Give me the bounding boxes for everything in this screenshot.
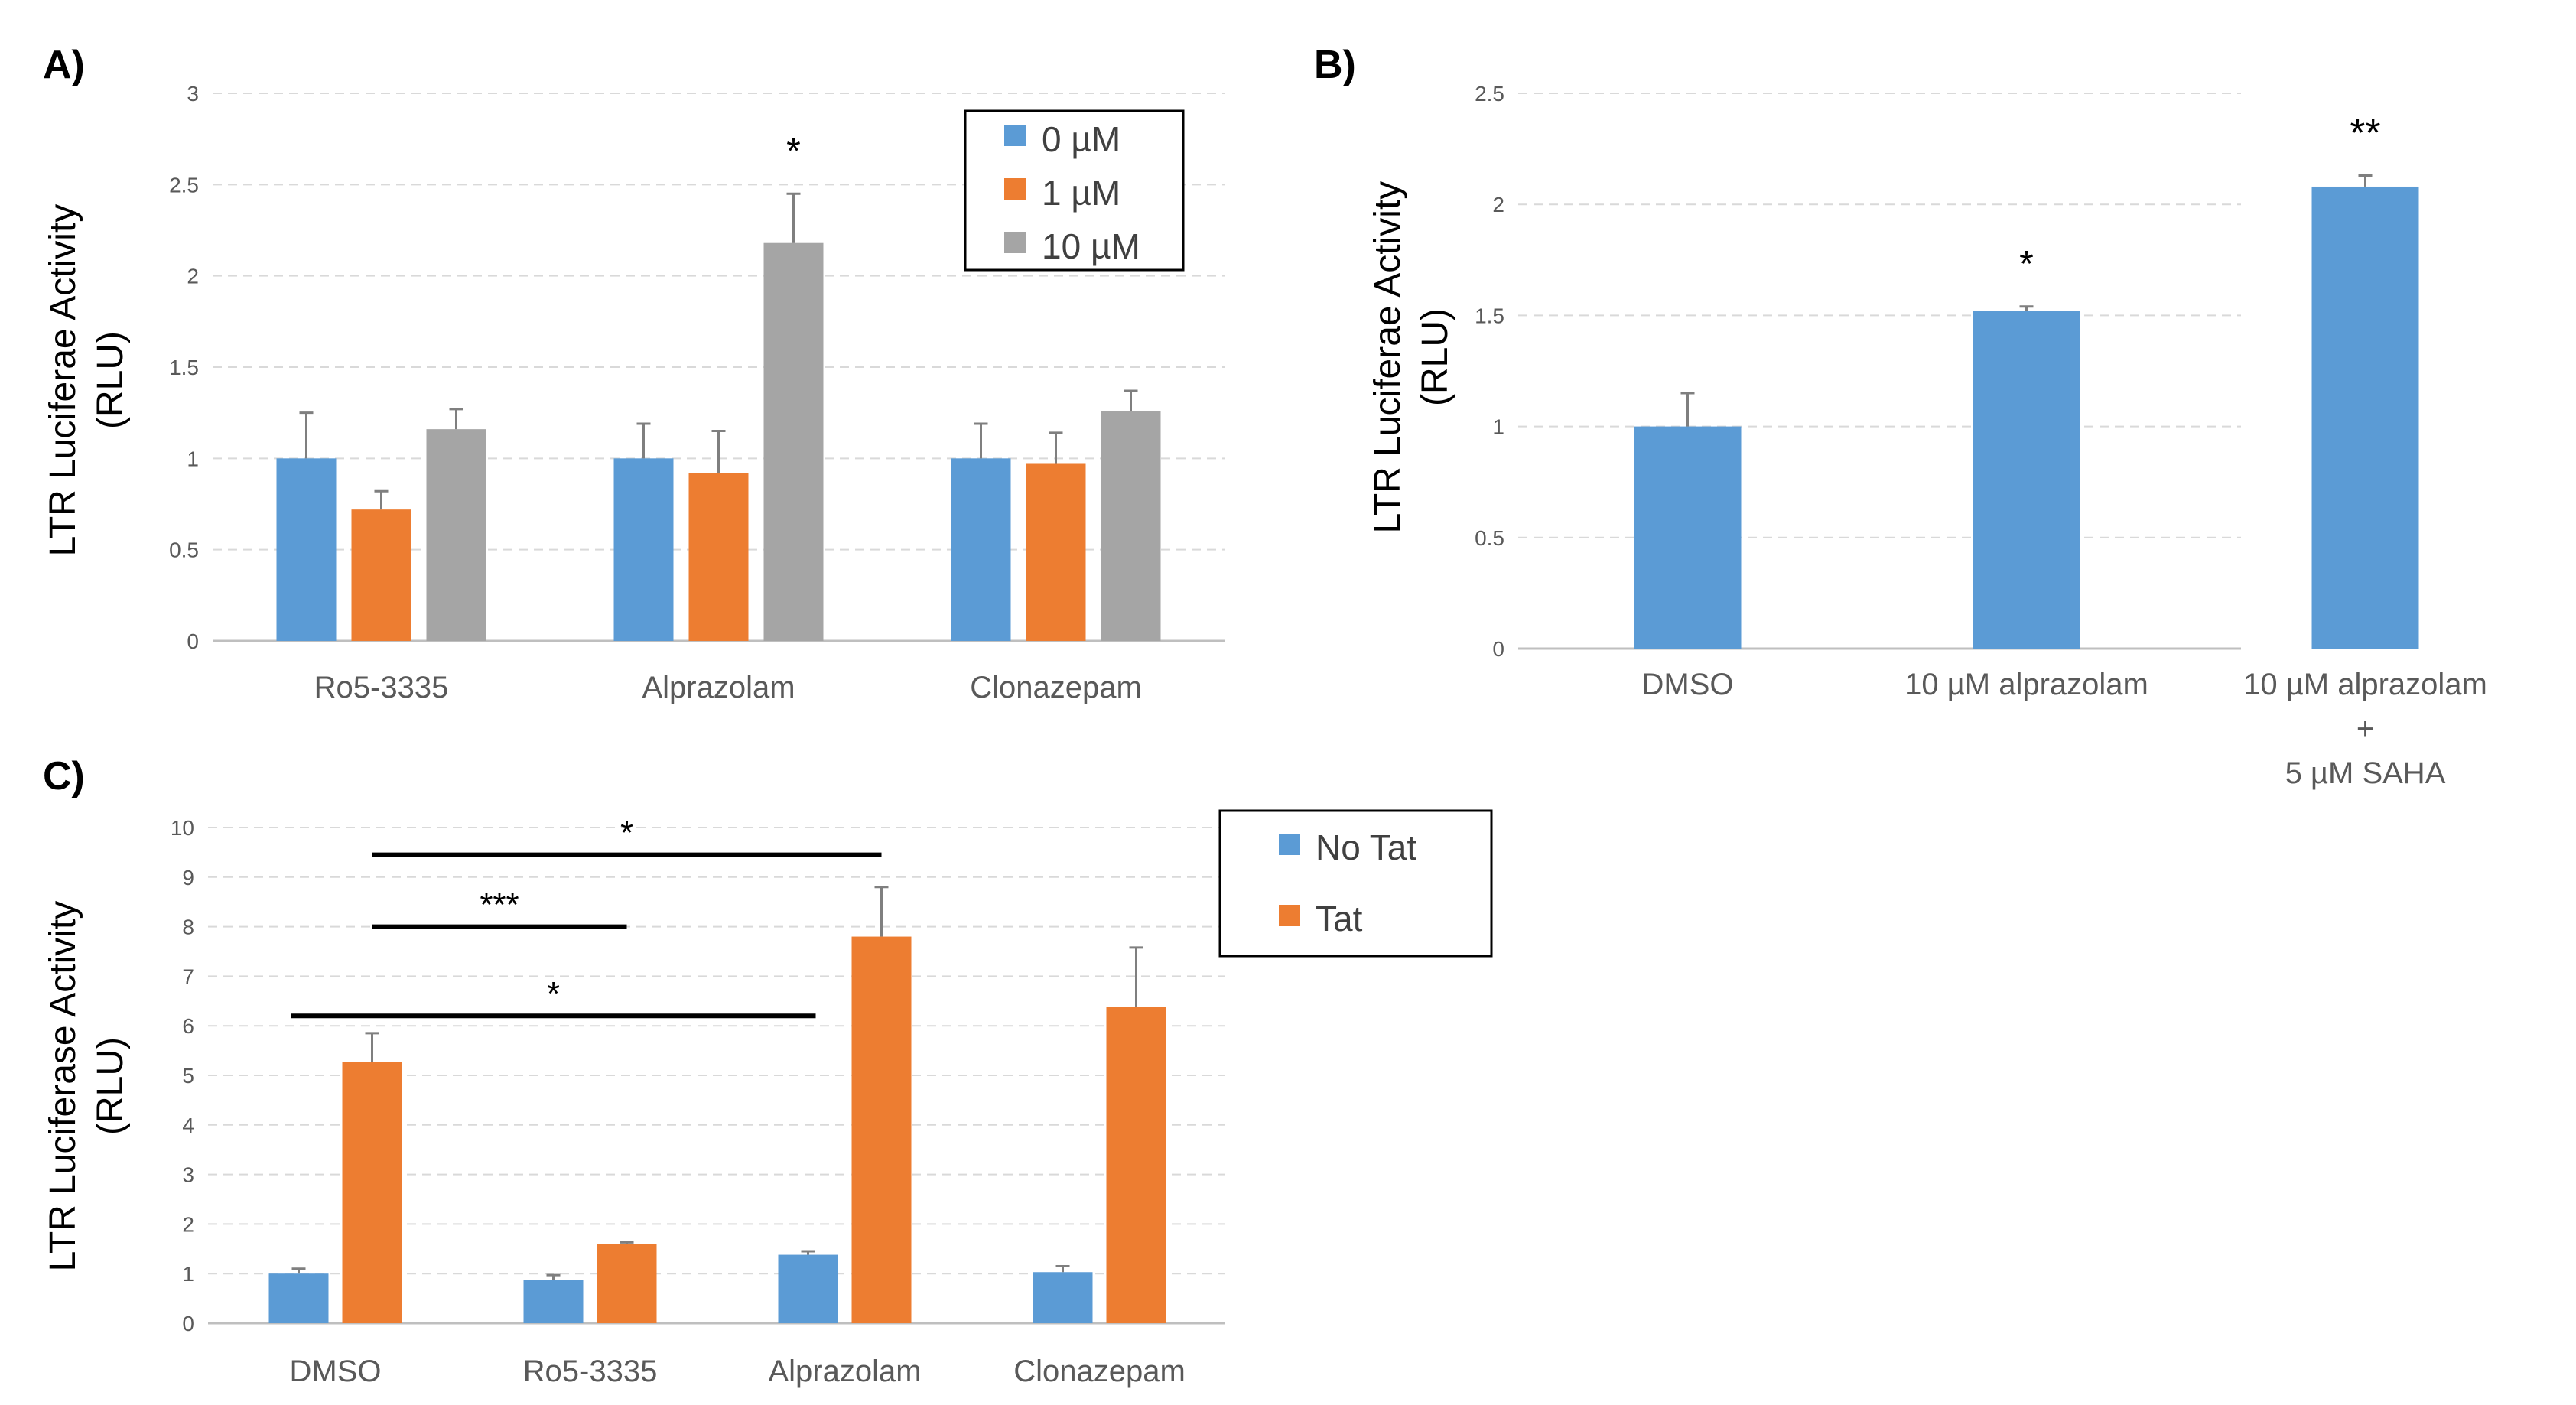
panel-b-ytick-label: 1 bbox=[1492, 415, 1504, 439]
panel-b-xtick-label: + bbox=[2356, 712, 2374, 746]
panel-c-xtick-label: Clonazepam bbox=[1013, 1355, 1186, 1388]
legend-swatch-10um bbox=[1004, 232, 1026, 253]
bar-a-10-m-2 bbox=[1101, 411, 1161, 641]
panel-b-ytick-label: 2 bbox=[1492, 193, 1504, 216]
panel-a-ytick-label: 2.5 bbox=[169, 173, 199, 197]
panel-b-xtick-label: 5 µM SAHA bbox=[2285, 756, 2446, 790]
panel-b-xtick-label: 10 µM alprazolam bbox=[2243, 668, 2487, 701]
bar-a-1-m-2 bbox=[1026, 463, 1086, 641]
legend-swatch-tat bbox=[1279, 905, 1300, 926]
panel-b-ytick-label: 0.5 bbox=[1475, 526, 1504, 550]
significance-bracket-label: * bbox=[620, 815, 633, 852]
panel-c-ytick-label: 1 bbox=[182, 1262, 194, 1286]
panel-b-ytick-label: 0 bbox=[1492, 637, 1504, 661]
significance-marker: ** bbox=[2350, 111, 2380, 155]
bar-b-rlu-1 bbox=[1973, 311, 2080, 649]
bar-a-0-m-0 bbox=[276, 458, 337, 641]
legend-label-10um: 10 µM bbox=[1042, 226, 1140, 266]
panel-a-legend-box bbox=[964, 109, 1185, 272]
bar-c-no-tat-3 bbox=[1033, 1272, 1093, 1323]
panel-c-legend-box bbox=[1218, 809, 1493, 958]
panel-a-ylabel-line2: (RLU) bbox=[90, 331, 131, 429]
panel-a-ytick-label: 0 bbox=[187, 629, 199, 653]
bar-a-0-m-1 bbox=[613, 458, 674, 641]
panel-b-xtick-label: DMSO bbox=[1642, 668, 1734, 701]
panel-b-xtick-label: 10 µM alprazolam bbox=[1904, 668, 2148, 701]
panel-a-ytick-label: 0.5 bbox=[169, 538, 199, 562]
panel-b-ylabel-line1: LTR Luciferae Activity bbox=[1368, 181, 1408, 534]
panel-c-xtick-label: Alprazolam bbox=[768, 1355, 921, 1388]
legend-label-tat: Tat bbox=[1316, 899, 1363, 938]
panel-a-ytick-label: 1 bbox=[187, 447, 199, 470]
panel-b-chart: B) LTR Luciferae Activity (RLU) 0 0.5 1 1.5… bbox=[1314, 43, 2487, 790]
panel-c-xtick-label: DMSO bbox=[290, 1355, 382, 1388]
panel-c-ytick-label: 4 bbox=[182, 1114, 194, 1137]
panel-a-xtick-label: Clonazepam bbox=[970, 671, 1142, 704]
bar-a-10-m-1 bbox=[763, 242, 824, 641]
bar-b-rlu-2 bbox=[2311, 186, 2419, 649]
bar-a-1-m-0 bbox=[351, 509, 411, 641]
panel-c-legend: No Tat Tat bbox=[1218, 809, 1493, 958]
panel-c-label: C) bbox=[43, 754, 85, 798]
bar-c-tat-2 bbox=[851, 936, 912, 1323]
panel-c-ytick-label: 0 bbox=[182, 1312, 194, 1335]
significance-bracket-label: * bbox=[547, 975, 560, 1013]
panel-c-ytick-label: 3 bbox=[182, 1163, 194, 1187]
bar-c-tat-0 bbox=[342, 1062, 402, 1323]
significance-marker: * bbox=[786, 131, 801, 171]
panel-a-ytick-label: 2 bbox=[187, 265, 199, 288]
panel-c-ytick-label: 5 bbox=[182, 1064, 194, 1088]
bar-c-tat-1 bbox=[597, 1244, 657, 1323]
bar-b-rlu-0 bbox=[1634, 426, 1742, 649]
panel-a-label: A) bbox=[43, 43, 85, 87]
panel-b-label: B) bbox=[1314, 43, 1356, 87]
panel-a-xtick-label: Ro5-3335 bbox=[314, 671, 449, 704]
panel-c-ylabel-line2: (RLU) bbox=[90, 1037, 131, 1135]
legend-label-no-tat: No Tat bbox=[1316, 828, 1416, 867]
panel-c-ytick-label: 9 bbox=[182, 866, 194, 890]
panel-b-ylabel-line2: (RLU) bbox=[1415, 308, 1456, 406]
bar-a-10-m-0 bbox=[426, 429, 486, 641]
legend-swatch-0um bbox=[1004, 125, 1026, 146]
panel-a-ytick-label: 1.5 bbox=[169, 356, 199, 379]
bar-c-no-tat-1 bbox=[523, 1280, 584, 1323]
significance-marker: * bbox=[2019, 244, 2034, 285]
panel-b-ytick-label: 2.5 bbox=[1475, 82, 1504, 106]
bar-a-1-m-1 bbox=[688, 473, 749, 641]
legend-swatch-no-tat bbox=[1279, 834, 1300, 855]
bar-c-no-tat-0 bbox=[268, 1273, 329, 1323]
panel-c-chart: C) LTR Luciferase Activity (RLU) 0 1 2 3 4 5 6… bbox=[43, 754, 1493, 1388]
bar-c-tat-3 bbox=[1106, 1007, 1166, 1323]
bar-c-no-tat-2 bbox=[778, 1254, 838, 1323]
panel-c-ylabel-line1: LTR Luciferase Activity bbox=[43, 901, 83, 1272]
panel-a-ylabel-line1: LTR Luciferae Activity bbox=[43, 204, 83, 557]
bar-a-0-m-2 bbox=[951, 458, 1011, 641]
panel-c-ytick-label: 10 bbox=[171, 816, 194, 840]
panel-b-ytick-label: 1.5 bbox=[1475, 304, 1504, 327]
legend-label-0um: 0 µM bbox=[1042, 119, 1120, 159]
legend-label-1um: 1 µM bbox=[1042, 173, 1120, 213]
panel-c-ytick-label: 2 bbox=[182, 1212, 194, 1236]
panel-c-xtick-label: Ro5-3335 bbox=[523, 1355, 658, 1388]
panel-a-xtick-label: Alprazolam bbox=[642, 671, 795, 704]
significance-bracket-label: *** bbox=[480, 886, 519, 924]
panel-c-ytick-label: 7 bbox=[182, 964, 194, 988]
panel-a-ytick-label: 3 bbox=[187, 82, 199, 106]
panel-c-ytick-label: 8 bbox=[182, 916, 194, 939]
legend-swatch-1um bbox=[1004, 178, 1026, 200]
panel-a-legend: 0 µM 1 µM 10 µM bbox=[964, 109, 1185, 272]
panel-c-ytick-label: 6 bbox=[182, 1014, 194, 1038]
panel-a-chart: A) LTR Luciferae Activity (RLU) 0 0.5 1 1.5… bbox=[43, 43, 1225, 704]
